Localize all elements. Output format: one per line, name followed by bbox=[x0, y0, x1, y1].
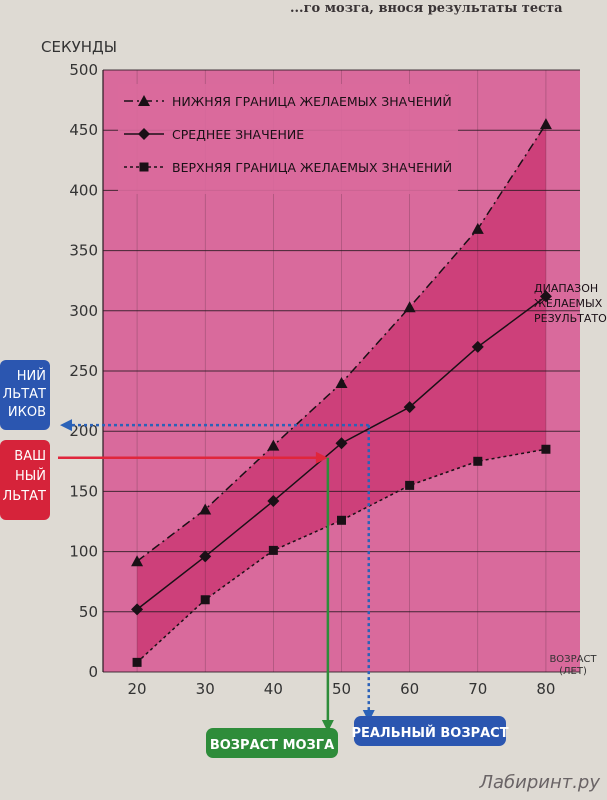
x-tick-labels: 20 30 40 50 60 70 80 bbox=[128, 680, 556, 698]
left-blue-label: НИЙ ЛЬТАТ ИКОВ bbox=[3, 368, 47, 420]
left-red-label-box bbox=[0, 440, 50, 520]
brain-age-label: ВОЗРАСТ МОЗГА bbox=[210, 738, 334, 753]
square-marker bbox=[405, 480, 415, 490]
triangle-marker bbox=[199, 503, 212, 515]
range-label-line: ДИАПАЗОН bbox=[534, 282, 598, 295]
watermark-text: Лабиринт.ру bbox=[478, 772, 600, 793]
square-marker bbox=[541, 444, 551, 454]
brain-age-box bbox=[206, 728, 338, 758]
triangle-marker bbox=[403, 301, 416, 313]
real-age-label: РЕАЛЬНЫЙ ВОЗРАСТ bbox=[351, 725, 508, 741]
square-marker bbox=[200, 595, 210, 605]
x-tick-label: 40 bbox=[264, 680, 283, 698]
y-tick-label: 400 bbox=[69, 181, 98, 199]
x-tick-label: 60 bbox=[400, 680, 419, 698]
left-red-label: ВАШ НЫЙ ЛЬТАТ bbox=[3, 449, 47, 504]
legend-label: НИЖНЯЯ ГРАНИЦА ЖЕЛАЕМЫХ ЗНАЧЕНИЙ bbox=[172, 94, 452, 109]
left-red-label-line: НЫЙ bbox=[15, 468, 46, 484]
triangle-marker bbox=[131, 555, 144, 567]
diamond-marker bbox=[267, 495, 280, 508]
square-marker bbox=[337, 515, 346, 525]
diamond-marker bbox=[403, 401, 416, 414]
diamond-marker bbox=[138, 128, 150, 140]
header-fragment: ...го мозга, внося результаты теста bbox=[290, 1, 563, 16]
y-tick-label: 500 bbox=[69, 61, 98, 79]
y-tick-label: 200 bbox=[69, 422, 98, 440]
left-red-label-line: ВАШ bbox=[14, 449, 46, 464]
y-axis-label: СЕКУНДЫ bbox=[41, 38, 117, 56]
range-label: ДИАПАЗОН ЖЕЛАЕМЫХ РЕЗУЛЬТАТОВ bbox=[534, 282, 607, 325]
left-blue-label-line: НИЙ bbox=[17, 368, 46, 384]
square-marker bbox=[473, 456, 483, 466]
x-tick-label: 50 bbox=[332, 680, 351, 698]
triangle-marker bbox=[335, 377, 348, 389]
diamond-marker bbox=[199, 550, 212, 563]
y-tick-label: 300 bbox=[69, 302, 98, 320]
series-lines bbox=[131, 118, 552, 667]
red-arrow-head bbox=[315, 451, 328, 464]
legend-label: СРЕДНЕЕ ЗНАЧЕНИЕ bbox=[172, 127, 304, 142]
triangle-marker bbox=[539, 118, 552, 130]
y-tick-label: 250 bbox=[69, 362, 98, 380]
left-blue-label-line: ЛЬТАТ bbox=[3, 387, 47, 402]
diamond-marker bbox=[335, 437, 348, 450]
x-axis-label-unit: (ЛЕТ) bbox=[559, 666, 587, 677]
left-blue-label-box bbox=[0, 360, 50, 430]
legend: НИЖНЯЯ ГРАНИЦА ЖЕЛАЕМЫХ ЗНАЧЕНИЙ СРЕДНЕЕ … bbox=[118, 84, 458, 194]
triangle-marker bbox=[471, 222, 484, 234]
real-age-box bbox=[354, 716, 506, 746]
range-label-line: ЖЕЛАЕМЫХ bbox=[534, 297, 603, 310]
y-tick-label: 0 bbox=[88, 663, 98, 681]
diamond-marker bbox=[471, 340, 484, 353]
green-arrow-head bbox=[321, 720, 334, 732]
y-tick-label: 100 bbox=[69, 543, 98, 561]
triangle-marker bbox=[267, 439, 280, 451]
x-tick-label: 20 bbox=[128, 680, 147, 698]
y-tick-labels: 0 50 100 150 200 250 300 350 400 450 500 bbox=[69, 61, 98, 681]
square-marker bbox=[139, 162, 149, 172]
range-label-line: РЕЗУЛЬТАТОВ bbox=[534, 312, 607, 325]
triangle-marker bbox=[138, 95, 150, 106]
x-axis-label: ВОЗРАСТ bbox=[549, 654, 597, 665]
diamond-marker bbox=[131, 603, 144, 616]
x-tick-label: 30 bbox=[196, 680, 215, 698]
y-tick-label: 450 bbox=[69, 121, 98, 139]
diamond-marker bbox=[539, 290, 552, 303]
left-red-label-line: ЛЬТАТ bbox=[3, 489, 47, 504]
square-marker bbox=[268, 545, 278, 555]
legend-box bbox=[118, 84, 458, 194]
legend-label: ВЕРХНЯЯ ГРАНИЦА ЖЕЛАЕМЫХ ЗНАЧЕНИЙ bbox=[172, 160, 452, 175]
y-tick-label: 50 bbox=[79, 603, 98, 621]
y-tick-label: 150 bbox=[69, 482, 98, 500]
square-marker bbox=[132, 657, 142, 667]
blue-arrow-head-left bbox=[60, 419, 72, 432]
x-tick-label: 80 bbox=[536, 680, 555, 698]
annotation-arrows: НИЙ ЛЬТАТ ИКОВ ВАШ НЫЙ ЛЬТАТ ВОЗРАСТ МОЗГА РЕАЛ… bbox=[0, 360, 509, 758]
y-tick-label: 350 bbox=[69, 242, 98, 260]
left-blue-label-line: ИКОВ bbox=[8, 405, 46, 420]
x-tick-label: 70 bbox=[468, 680, 487, 698]
